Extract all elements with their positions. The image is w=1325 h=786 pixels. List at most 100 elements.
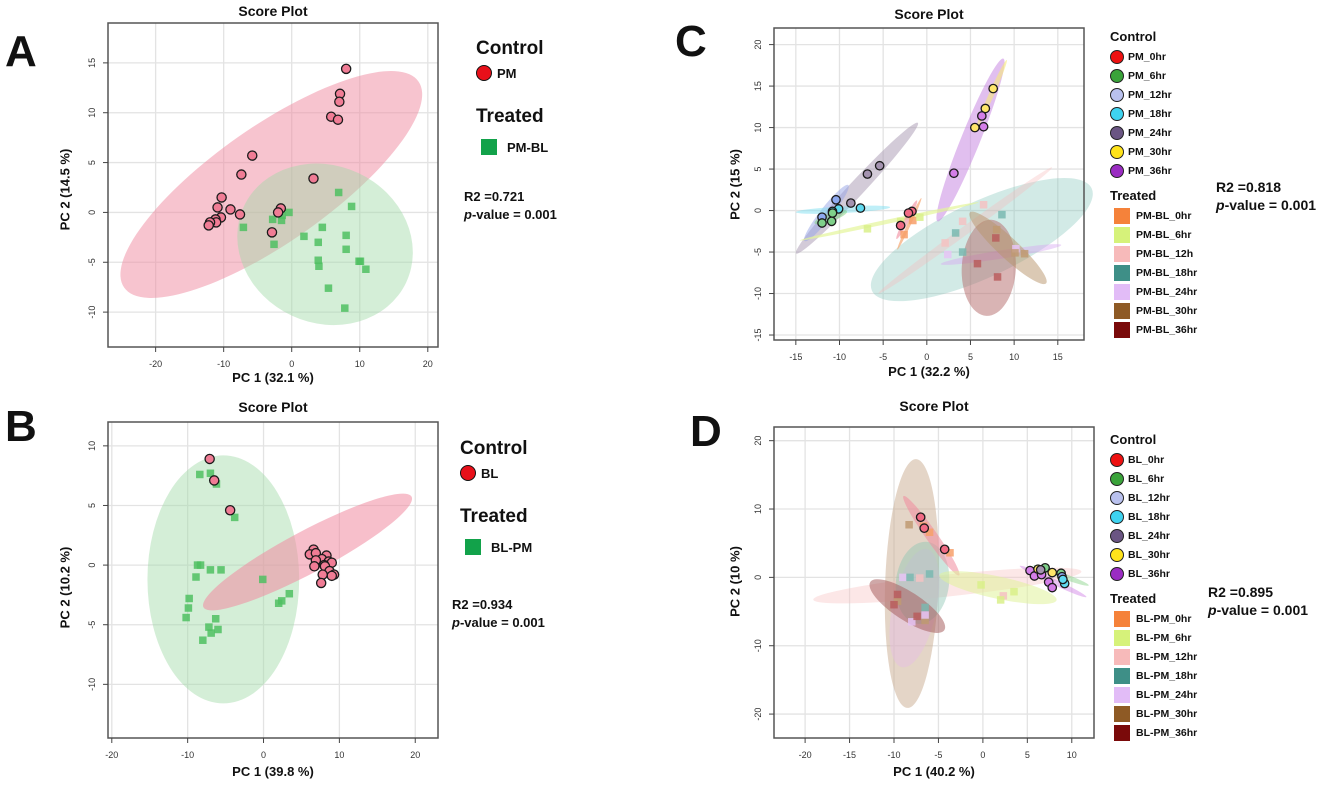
panel-letter-d: D xyxy=(690,407,722,456)
panel-d-y-axis-label: PC 2 (10 %) xyxy=(727,546,743,617)
panel-d-title: Score Plot xyxy=(899,398,969,414)
y-tick-label: 15 xyxy=(753,81,763,91)
legend-item: PM_18hr xyxy=(1110,104,1197,123)
x-tick-label: 20 xyxy=(423,359,433,369)
legend-label: BL_18hr xyxy=(1128,510,1171,523)
data-point-bl-pm xyxy=(185,594,193,603)
legend-square-icon xyxy=(1114,226,1130,243)
data-point-bl-pm xyxy=(207,629,215,637)
legend-item: PM-BL xyxy=(476,136,548,158)
y-tick-label: -20 xyxy=(753,708,763,721)
legend-circle-icon xyxy=(1110,490,1124,505)
data-point-pm-bl-30hr xyxy=(1020,249,1029,258)
data-point-pm-bl-18hr xyxy=(951,229,960,237)
legend-label: BL_24hr xyxy=(1128,529,1171,542)
y-tick-label: 20 xyxy=(753,436,763,446)
x-tick-label: -10 xyxy=(833,352,846,362)
data-point-pm-bl-12h xyxy=(958,217,967,226)
data-point-pm xyxy=(234,209,246,220)
legend-circle-icon xyxy=(1110,87,1124,102)
data-point-pm-bl-36hr xyxy=(992,234,1000,242)
data-point-bl-pm-24hr xyxy=(921,611,929,619)
legend-label: PM-BL xyxy=(507,139,549,155)
confidence-ellipse-bl-pm xyxy=(147,455,300,704)
data-point-bl xyxy=(204,453,215,465)
data-point-pm-bl xyxy=(285,208,293,217)
data-point-bl-pm-0hr xyxy=(925,528,934,537)
legend-item: BL_12hr xyxy=(1110,488,1197,507)
legend-circle-icon xyxy=(1110,509,1124,524)
legend-item: BL-PM_36hr xyxy=(1110,723,1197,742)
legend-circle-icon xyxy=(1110,144,1124,159)
data-point-pm xyxy=(212,202,223,213)
legend-item: PM-BL_0hr xyxy=(1110,206,1197,225)
legend-label: BL-PM_6hr xyxy=(1136,631,1192,644)
data-point-bl-pm xyxy=(196,470,204,479)
data-point-pm-bl xyxy=(315,262,323,270)
data-point-bl-pm-30hr xyxy=(905,520,913,529)
legend-label: BL-PM_24hr xyxy=(1136,688,1198,701)
legend-circle-icon xyxy=(1110,49,1124,64)
data-point-bl-18hr xyxy=(1058,574,1068,585)
data-point-bl-pm-30hr xyxy=(921,616,929,625)
data-point-pm-bl-36hr xyxy=(973,259,982,268)
panel-b-score-plot: -20 -10 0 10 20 -10 -5 0 5 10 xyxy=(87,421,439,760)
data-point-bl-pm-36hr xyxy=(890,600,898,609)
panel-d-legend: Control BL_0hr BL_6hr BL_12hr BL_18hr BL_24hr… xyxy=(1110,430,1197,742)
legend-label: BL xyxy=(481,465,499,481)
data-point-pm-bl-12h xyxy=(979,200,988,209)
legend-label: BL-PM_0hr xyxy=(1136,612,1192,625)
panel-a-score-plot: -20 -10 0 10 20 -10 -5 0 5 10 15 xyxy=(87,22,439,369)
legend-label: PM_18hr xyxy=(1128,107,1172,120)
data-point-pm-bl xyxy=(362,265,370,273)
y-tick-label: -10 xyxy=(753,287,763,300)
data-point-pm-18hr xyxy=(855,203,866,213)
legend-circle-icon xyxy=(1110,452,1124,467)
y-tick-label: 0 xyxy=(753,575,763,580)
panel-b-y-axis-label: PC 2 (10.2 %) xyxy=(57,546,73,629)
panel-c-x-axis-label: PC 1 (32.2 %) xyxy=(888,364,970,379)
data-point-pm-bl-30hr xyxy=(992,225,1001,234)
x-tick-label: -10 xyxy=(217,359,230,369)
data-point-bl xyxy=(208,475,220,486)
data-point-pm-bl xyxy=(324,284,333,292)
data-point-pm-bl xyxy=(342,231,350,240)
legend-label: PM xyxy=(497,65,517,81)
legend-title-treated: Treated xyxy=(1110,188,1157,203)
y-tick-label: -10 xyxy=(87,678,97,691)
legend-label: PM_6hr xyxy=(1128,69,1166,82)
data-point-pm-bl xyxy=(314,238,322,247)
legend-item: PM-BL_24hr xyxy=(1110,282,1197,301)
legend-label: BL_30hr xyxy=(1128,548,1171,561)
data-point-bl xyxy=(317,569,328,580)
data-point-pm-bl-12h xyxy=(941,239,949,247)
legend-label: BL_6hr xyxy=(1128,472,1165,485)
legend-circle-icon xyxy=(460,465,476,481)
legend-label: PM-BL_18hr xyxy=(1136,266,1198,279)
legend-item: PM_30hr xyxy=(1110,142,1197,161)
legend-label: BL-PM xyxy=(491,539,533,555)
data-point-bl-pm xyxy=(192,573,200,581)
data-point-bl-pm-24hr xyxy=(908,618,916,626)
data-point-pm-bl xyxy=(268,215,277,224)
data-point-pm-24hr xyxy=(845,198,856,208)
legend-circle-icon xyxy=(1110,471,1124,486)
legend-title-treated: Treated xyxy=(460,506,528,527)
data-point-bl-pm-36hr xyxy=(893,590,902,599)
legend-square-icon xyxy=(1114,686,1130,703)
legend-item: PM-BL_30hr xyxy=(1110,301,1197,320)
data-point-bl-pm-6hr xyxy=(996,596,1005,604)
data-point-bl-pm xyxy=(214,625,222,634)
legend-item: BL_36hr xyxy=(1110,564,1197,583)
legend-item: BL_18hr xyxy=(1110,507,1197,526)
legend-label: PM_36hr xyxy=(1128,164,1172,177)
legend-item: PM-BL_18hr xyxy=(1110,263,1197,282)
legend-label: BL_12hr xyxy=(1128,491,1171,504)
panel-a-legend: Control PM Treated PM-BL xyxy=(476,38,548,158)
panel-b-legend: Control BL Treated BL-PM xyxy=(460,438,532,558)
legend-square-icon xyxy=(1114,667,1130,684)
x-tick-label: 0 xyxy=(924,352,929,362)
legend-square-icon xyxy=(481,139,497,155)
data-point-pm-bl-18hr xyxy=(998,210,1006,219)
data-point-bl-pm xyxy=(182,613,190,622)
